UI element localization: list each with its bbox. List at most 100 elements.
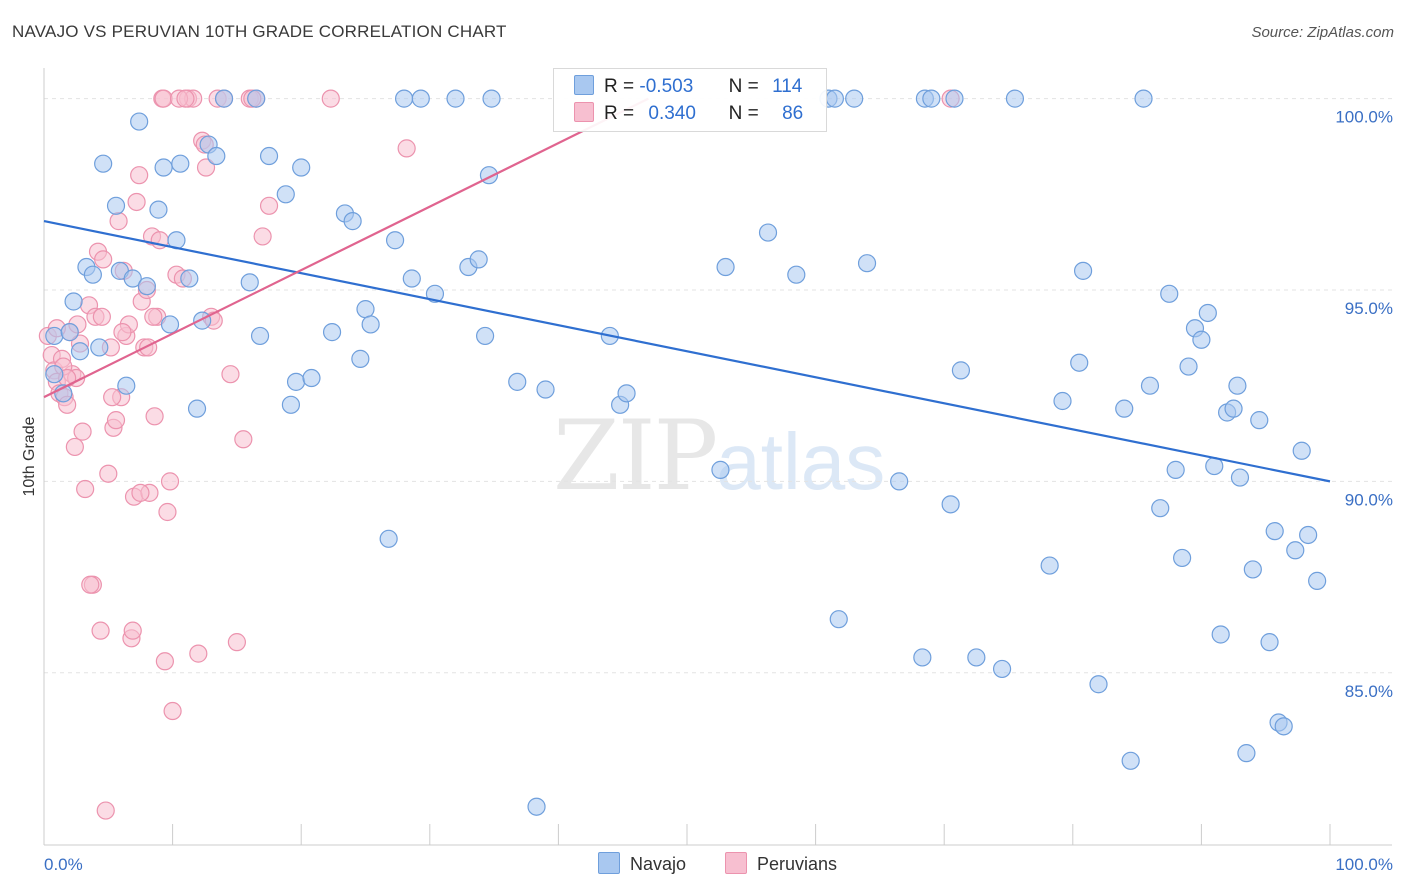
peruvian-r-value: 0.340 [648, 103, 696, 124]
peruvian-point-33 [127, 192, 146, 212]
navajo-point-91 [1173, 548, 1192, 568]
navajo-point-33 [286, 372, 306, 391]
navajo-point-0 [45, 326, 64, 346]
peruvian-point-71 [81, 575, 100, 594]
navajo-point-12 [117, 376, 136, 395]
source-label: Source: ZipAtlas.com [1251, 24, 1394, 41]
x-tick-label-0: 0.0% [44, 855, 83, 874]
navajo-point-70 [913, 648, 932, 667]
navajo-point-53 [482, 89, 501, 108]
navajo-point-51 [475, 326, 495, 346]
navajo-point-106 [1265, 522, 1284, 541]
navajo-point-63 [787, 265, 806, 284]
navajo-point-56 [536, 380, 555, 399]
navajo-point-1 [45, 365, 64, 384]
navajo-point-38 [343, 212, 362, 231]
navajo-point-109 [1286, 541, 1305, 560]
navajo-point-72 [922, 89, 941, 108]
navajo-point-99 [1224, 399, 1243, 418]
navajo-point-84 [1115, 399, 1134, 418]
navajo-point-66 [829, 610, 848, 629]
legend-item-peruvians[interactable]: Peruvians [725, 852, 837, 875]
peruvian-point-65 [321, 89, 340, 108]
navajo-point-82 [1073, 261, 1093, 280]
peruvian-n-value: 86 [782, 103, 804, 124]
navajo-point-100 [1228, 376, 1247, 395]
navajo-point-103 [1243, 560, 1262, 579]
peruvian-points [38, 89, 960, 820]
peruvian-point-13 [73, 422, 92, 441]
navajo-point-34 [292, 158, 311, 177]
navajo-point-75 [951, 361, 971, 380]
navajo-point-3 [60, 323, 79, 342]
peruvian-point-72 [92, 307, 111, 326]
navajo-point-65 [825, 89, 844, 108]
navajo-point-108 [1274, 717, 1293, 736]
navajo-point-92 [1179, 357, 1198, 376]
navajo-point-31 [276, 185, 295, 204]
navajo-trend-line [43, 220, 1331, 483]
navajo-point-17 [154, 158, 173, 177]
navajo-point-50 [469, 250, 488, 269]
navajo-point-105 [1260, 633, 1279, 652]
peruvian-point-75 [123, 621, 142, 640]
navajo-point-4 [64, 292, 83, 311]
navajo-point-85 [1121, 751, 1140, 770]
navajo-point-45 [402, 269, 421, 288]
navajo-point-44 [394, 89, 414, 108]
peruvian-point-58 [221, 365, 240, 384]
navajo-point-83 [1089, 675, 1108, 694]
navajo-point-89 [1160, 284, 1179, 303]
peruvian-point-76 [131, 483, 150, 502]
navajo-point-46 [411, 89, 430, 108]
navajo-n-value: 114 [772, 76, 803, 97]
peruvian-point-21 [96, 801, 115, 820]
navajo-point-18 [160, 315, 180, 334]
navajo-point-43 [385, 231, 405, 250]
navajo-point-25 [207, 146, 226, 166]
peruvian-point-78 [144, 307, 163, 326]
peruvian-point-26 [109, 212, 128, 231]
y-tick-label-3: 100.0% [1335, 108, 1393, 127]
navajo-point-54 [508, 372, 527, 391]
peruvian-point-74 [113, 323, 132, 342]
navajo-point-9 [94, 154, 113, 173]
peruvian-point-60 [234, 430, 253, 449]
navajo-point-112 [1308, 571, 1327, 590]
navajo-swatch [574, 75, 594, 95]
navajo-r-value: -0.503 [639, 76, 694, 97]
peruvian-trend-line [43, 97, 649, 399]
y-axis-title: 10th Grade [21, 416, 38, 496]
navajo-point-77 [992, 659, 1012, 679]
zipatlas-watermark: ZIPatlas [553, 400, 885, 512]
navajo-point-40 [356, 300, 375, 319]
navajo-point-48 [446, 89, 465, 108]
navajo-point-87 [1140, 376, 1160, 395]
navajo-point-81 [1070, 353, 1089, 372]
navajo-point-73 [941, 495, 960, 514]
navajo-r-label: R = [604, 76, 635, 97]
peruvian-point-19 [91, 621, 110, 640]
peruvian-swatch [574, 102, 594, 122]
legend-peruvian-swatch [725, 852, 747, 874]
navajo-point-35 [302, 368, 321, 388]
peruvian-point-63 [253, 227, 272, 246]
navajo-point-26 [214, 89, 234, 108]
navajo-point-79 [1040, 556, 1059, 575]
navajo-point-22 [187, 399, 207, 418]
navajo-point-76 [967, 648, 986, 667]
legend-item-navajo[interactable]: Navajo [598, 852, 686, 875]
navajo-point-10 [106, 196, 126, 215]
navajo-point-90 [1166, 460, 1185, 479]
peruvian-point-79 [154, 89, 173, 108]
navajo-point-60 [711, 460, 730, 479]
navajo-point-97 [1211, 625, 1230, 644]
navajo-points [45, 89, 1327, 816]
peruvian-point-73 [103, 388, 122, 407]
navajo-n-label: N = [728, 76, 759, 97]
navajo-point-7 [83, 265, 102, 284]
navajo-point-8 [90, 338, 109, 357]
navajo-point-94 [1192, 330, 1211, 349]
navajo-point-88 [1151, 499, 1170, 518]
navajo-point-59 [617, 384, 636, 403]
